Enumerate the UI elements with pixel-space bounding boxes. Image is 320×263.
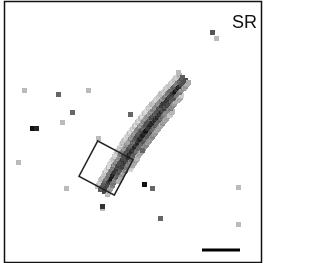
panel-label: SR <box>232 12 257 32</box>
pixel <box>150 186 155 191</box>
pixel <box>128 112 133 117</box>
pixel <box>186 80 191 85</box>
pixel <box>16 160 21 165</box>
pixel <box>142 182 147 187</box>
pixel <box>96 136 101 141</box>
pixel <box>86 88 91 93</box>
pixel <box>158 216 163 221</box>
pixel <box>70 110 75 115</box>
pixel <box>176 70 181 75</box>
pixel <box>100 204 105 209</box>
pixel <box>214 36 219 41</box>
pixel <box>56 92 61 97</box>
page: SR (() => { const data = JSON.parse(docu… <box>0 0 264 263</box>
pixel <box>64 186 69 191</box>
pixel <box>22 88 27 93</box>
pixel <box>34 126 39 131</box>
pixel <box>236 222 241 227</box>
pixel <box>140 148 145 153</box>
pixel <box>236 185 241 190</box>
micrograph-panel: SR <box>0 0 264 263</box>
pixel <box>60 120 65 125</box>
pixel <box>210 30 215 35</box>
